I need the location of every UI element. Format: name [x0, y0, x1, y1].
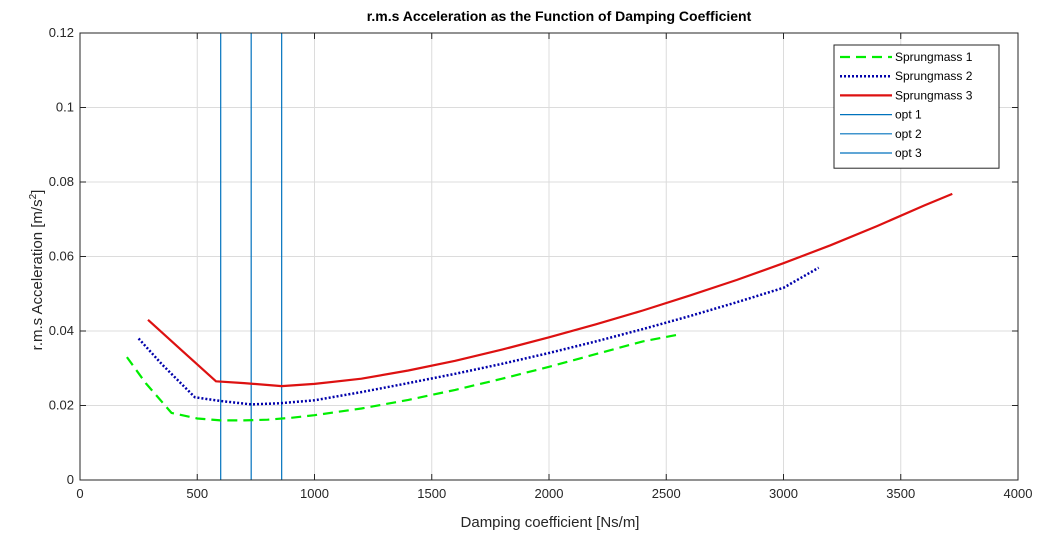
legend-label: opt 1 [895, 108, 922, 122]
y-axis-label-superscript: 2 [28, 193, 39, 199]
x-tick-label: 500 [186, 486, 208, 501]
y-tick-label: 0.08 [49, 174, 74, 189]
y-tick-label: 0.04 [49, 323, 74, 338]
x-tick-label: 4000 [1004, 486, 1033, 501]
y-tick-label: 0.1 [56, 100, 74, 115]
legend: Sprungmass 1 Sprungmass 2 Sprungmass 3 opt … [833, 44, 1000, 169]
y-axis-label-group: r.m.s Acceleration [m/s2] [28, 190, 46, 351]
y-axis-label-main: r.m.s Acceleration [m/s [29, 199, 46, 350]
y-axis-label: r.m.s Acceleration [m/s2] [28, 190, 46, 351]
x-tick-label: 3500 [886, 486, 915, 501]
legend-label: Sprungmass 1 [895, 50, 973, 64]
x-tick-label: 0 [76, 486, 83, 501]
series-layer [126, 33, 953, 480]
x-axis-ticks: 0 500 1000 1500 2000 2500 3000 3500 4000 [76, 33, 1032, 501]
legend-label: Sprungmass 3 [895, 88, 973, 102]
legend-label: Sprungmass 2 [895, 69, 973, 83]
legend-label: opt 2 [895, 127, 922, 141]
legend-label: opt 3 [895, 146, 922, 160]
y-tick-label: 0 [67, 472, 74, 487]
x-axis-label: Damping coefficient [Ns/m] [461, 514, 640, 531]
x-tick-label: 2500 [652, 486, 681, 501]
x-tick-label: 3000 [769, 486, 798, 501]
y-axis-ticks: 0 0.02 0.04 0.06 0.08 0.1 0.12 [49, 25, 1018, 487]
y-axis-label-tail: ] [29, 190, 46, 194]
x-tick-label: 2000 [535, 486, 564, 501]
y-tick-label: 0.06 [49, 249, 74, 264]
series-line-3 [147, 192, 953, 388]
x-tick-label: 1000 [300, 486, 329, 501]
series-line-1 [126, 333, 679, 422]
y-tick-label: 0.12 [49, 25, 74, 40]
legend-box [833, 44, 1000, 169]
x-tick-label: 1500 [417, 486, 446, 501]
y-tick-label: 0.02 [49, 398, 74, 413]
chart-title: r.m.s Acceleration as the Function of Da… [367, 8, 752, 24]
series-line-2 [137, 266, 820, 406]
grid-lines [80, 33, 1018, 480]
